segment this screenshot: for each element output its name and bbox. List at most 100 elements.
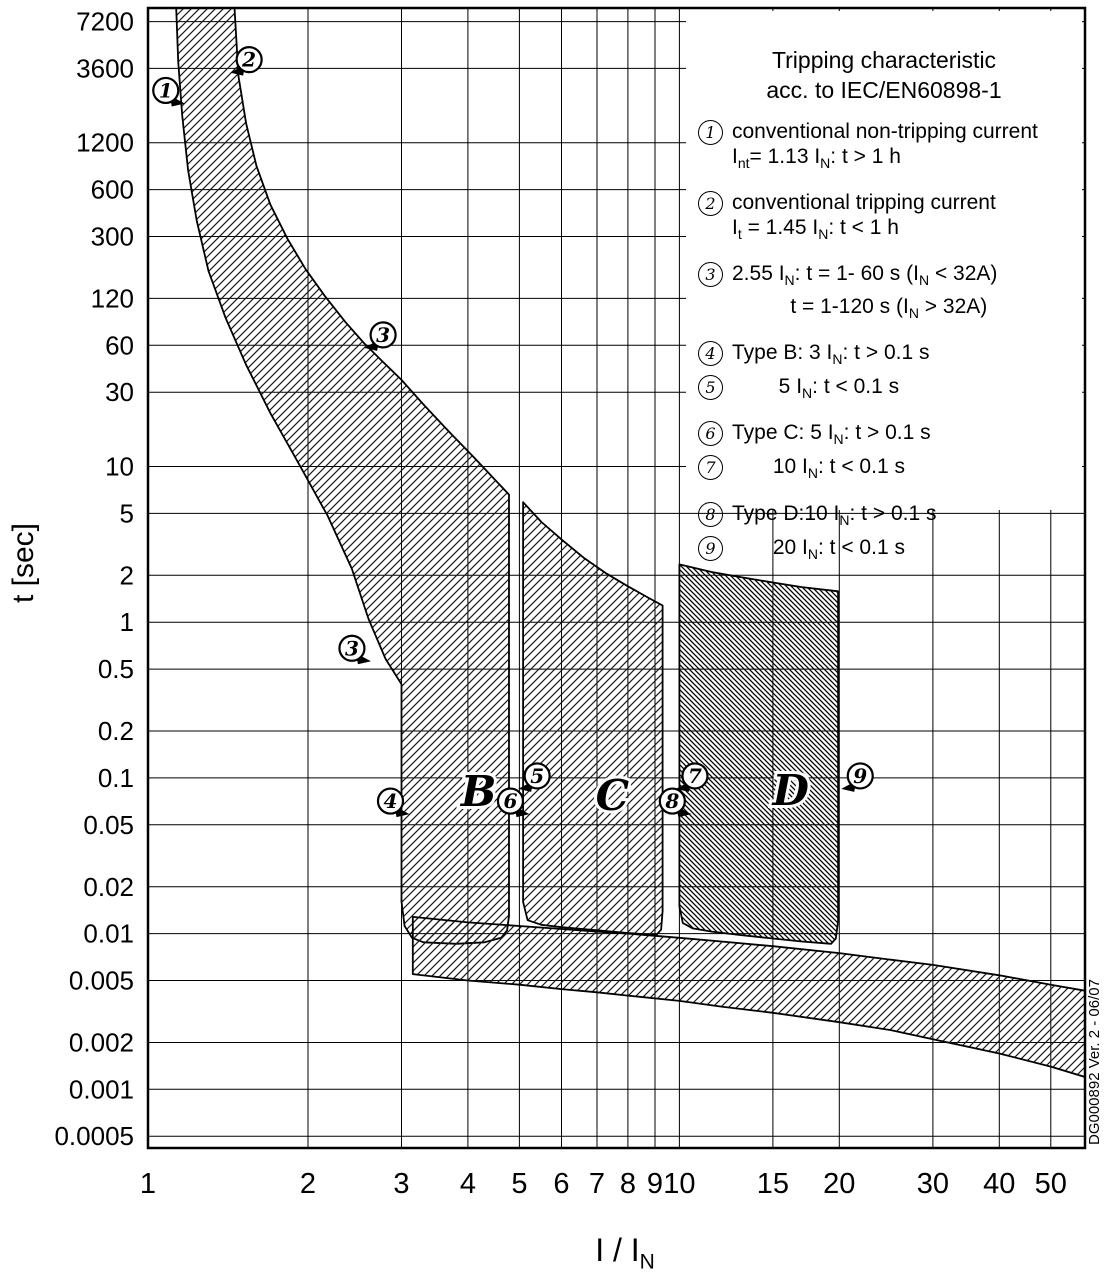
x-tick-label: 2	[300, 1168, 316, 1200]
marker-circle-icon	[152, 76, 180, 105]
marker-3: 3	[364, 321, 397, 351]
legend-text-line: Type D:10 IN: t > 0.1 s	[732, 501, 937, 528]
y-tick-label: 600	[91, 175, 134, 205]
legend-item-1: 1 conventional non-tripping current Int= 1…	[698, 119, 1082, 176]
x-tick-labels: 1 2 3 4 5 6 7 8 9 10 15 20 30 40 50	[140, 1168, 1067, 1200]
legend-item-7: 7 10 IN: t < 0.1 s	[698, 454, 1082, 486]
legend-text-line: 20 IN: t < 0.1 s	[732, 535, 905, 562]
marker-circle-icon	[369, 321, 397, 349]
marker-7: 7	[675, 762, 709, 792]
tripping-bands	[175, 8, 1085, 1078]
y-tick-label: 7200	[76, 7, 134, 37]
legend-text-line: Type C: 5 IN: t > 0.1 s	[732, 421, 931, 448]
x-tick-label: 1	[140, 1168, 156, 1200]
legend-number-icon: 7	[698, 455, 723, 481]
x-tick-label: 50	[1035, 1168, 1067, 1200]
legend-number-icon: 8	[698, 501, 723, 527]
y-tick-labels: 7200 3600 1200 600 300 120 60 30 10 5 2 1 0.5 0.2 0.1 0…	[54, 7, 134, 1152]
y-tick-label: 5	[120, 498, 134, 528]
y-tick-label: 0.002	[69, 1028, 134, 1058]
legend-text: Type B: 3 IN: t > 0.1 s	[732, 340, 929, 372]
legend-item-6: 6 Type C: 5 IN: t > 0.1 s	[698, 420, 1082, 452]
marker-number: 4	[384, 789, 398, 813]
contact-opening-time-band	[411, 916, 1085, 1078]
legend-number-icon: 2	[698, 191, 723, 217]
legend-number-icon: 4	[698, 340, 723, 366]
legend-title-line2: acc. to IEC/EN60898-1	[766, 77, 1002, 103]
y-tick-label: 0.001	[69, 1074, 134, 1104]
x-tick-label: 15	[757, 1168, 789, 1200]
x-tick-label: 30	[917, 1168, 949, 1200]
x-tick-label: 6	[553, 1168, 569, 1200]
y-tick-label: 10	[105, 452, 134, 482]
legend-item-8: 8 Type D:10 IN: t > 0.1 s	[698, 501, 1082, 533]
legend-title-line1: Tripping characteristic	[771, 47, 997, 73]
y-tick-label: 120	[91, 283, 134, 313]
marker-2: 2	[230, 46, 263, 76]
document-reference: DG000892 Ver. 2 - 06/07	[1086, 979, 1103, 1145]
legend-text-line: 5 IN: t < 0.1 s	[732, 374, 900, 402]
type-b-tripping-band	[175, 8, 510, 945]
legend-text-line: Type B: 3 IN: t > 0.1 s	[732, 340, 930, 367]
x-tick-label: 10	[663, 1168, 695, 1200]
y-tick-label: 0.02	[83, 872, 134, 902]
legend-title: Tripping characteristic acc. to IEC/EN60…	[686, 45, 1082, 105]
region-label-C: C	[596, 771, 630, 820]
marker-1: 1	[152, 76, 185, 107]
x-tick-label: 7	[589, 1168, 605, 1200]
y-tick-label: 0.5	[98, 654, 134, 684]
y-tick-label: 300	[91, 222, 134, 252]
x-tick-label: 9	[647, 1168, 663, 1200]
legend-item-5: 5 5 IN: t < 0.1 s	[698, 374, 1082, 406]
marker-circle-icon	[235, 46, 263, 74]
marker-number: 1	[159, 78, 173, 102]
y-tick-label: 0.05	[83, 810, 134, 840]
marker-circle-icon	[376, 787, 405, 815]
legend-text-line: 2.55 IN: t = 1- 60 s (IN < 32A)	[732, 262, 998, 289]
y-tick-label: 0.005	[69, 966, 134, 996]
y-tick-label: 60	[105, 330, 134, 360]
marker-number: 7	[688, 764, 702, 788]
x-tick-label: 8	[620, 1168, 636, 1200]
y-tick-label: 30	[105, 377, 134, 407]
legend-text: 2.55 IN: t = 1- 60 s (IN < 32A) t = 1-12…	[732, 261, 997, 325]
marker-circle-icon	[846, 762, 874, 790]
x-axis-title: I / IN	[595, 1232, 655, 1274]
legend-number-icon: 3	[698, 262, 723, 288]
marker-6: 6	[496, 787, 530, 818]
x-tick-label: 5	[511, 1168, 527, 1200]
x-tick-label: 4	[460, 1168, 476, 1200]
marker-number: 5	[530, 764, 544, 788]
legend-item-9: 9 20 IN: t < 0.1 s	[698, 535, 1082, 567]
marker-circle-icon	[681, 762, 709, 790]
y-tick-label: 0.1	[98, 763, 134, 793]
legend-text: Type D:10 IN: t > 0.1 s	[732, 501, 936, 533]
legend-text: Type C: 5 IN: t > 0.1 s	[732, 420, 931, 452]
legend-text-line: Int= 1.13 IN: t > 1 h	[732, 145, 901, 172]
legend-text: 20 IN: t < 0.1 s	[732, 535, 905, 567]
marker-number: 8	[664, 789, 679, 813]
legend-number-icon: 6	[698, 421, 723, 447]
legend-panel: Tripping characteristic acc. to IEC/EN60…	[686, 11, 1082, 562]
region-label-B: B	[460, 767, 497, 816]
y-tick-label: 0.0005	[54, 1121, 134, 1151]
marker-circle-icon	[658, 787, 686, 815]
legend-text: 5 IN: t < 0.1 s	[732, 374, 899, 406]
y-tick-label: 1200	[76, 128, 134, 158]
type-c-tripping-band	[522, 501, 664, 936]
legend-text: conventional tripping current It = 1.45 I…	[732, 190, 996, 247]
marker-3: 3	[338, 634, 371, 665]
legend-text-line: conventional tripping current	[732, 191, 996, 215]
legend-items: 1 conventional non-tripping current Int= 1…	[686, 119, 1082, 567]
y-tick-label: 3600	[76, 53, 134, 83]
x-tick-label: 40	[983, 1168, 1015, 1200]
marker-number: 9	[853, 764, 867, 788]
y-tick-label: 1	[120, 607, 134, 637]
plot-frame	[146, 6, 1087, 1150]
region-label-D: D	[771, 766, 809, 815]
x-tick-label: 3	[393, 1168, 409, 1200]
marker-4: 4	[376, 787, 410, 818]
marker-9: 9	[841, 762, 874, 792]
legend-number-icon: 5	[698, 374, 723, 400]
